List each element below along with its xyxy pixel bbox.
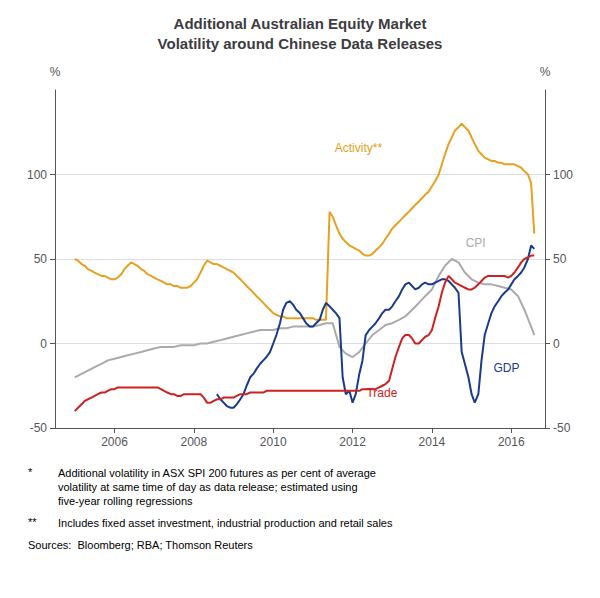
svg-text:2012: 2012 xyxy=(339,435,366,449)
svg-text:*: * xyxy=(28,466,33,478)
svg-text:%: % xyxy=(50,65,61,79)
svg-text:2010: 2010 xyxy=(260,435,287,449)
svg-text:2016: 2016 xyxy=(498,435,525,449)
svg-text:-50: -50 xyxy=(553,421,571,435)
svg-text:-50: -50 xyxy=(30,421,48,435)
svg-text:CPI: CPI xyxy=(466,236,486,250)
svg-text:Trade: Trade xyxy=(366,386,397,400)
svg-text:five-year rolling regressions: five-year rolling regressions xyxy=(58,495,193,507)
svg-text:Additional Australian Equity M: Additional Australian Equity Market xyxy=(174,15,427,32)
svg-text:0: 0 xyxy=(553,337,560,351)
svg-text:100: 100 xyxy=(553,168,573,182)
svg-text:2014: 2014 xyxy=(419,435,446,449)
svg-text:**: ** xyxy=(28,516,37,528)
svg-text:Additional volatility in ASX S: Additional volatility in ASX SPI 200 fut… xyxy=(58,467,376,479)
svg-text:100: 100 xyxy=(27,168,47,182)
svg-text:volatility at same time of day: volatility at same time of day as data r… xyxy=(58,481,358,493)
svg-text:%: % xyxy=(540,65,551,79)
svg-text:50: 50 xyxy=(553,252,567,266)
svg-text:2006: 2006 xyxy=(101,435,128,449)
svg-text:GDP: GDP xyxy=(493,361,519,375)
svg-text:Volatility around Chinese Data: Volatility around Chinese Data Releases xyxy=(158,35,443,52)
svg-text:Activity**: Activity** xyxy=(335,141,383,155)
svg-text:0: 0 xyxy=(40,337,47,351)
svg-text:2008: 2008 xyxy=(181,435,208,449)
svg-text:Sources: Bloomberg; RBA; Thom: Sources: Bloomberg; RBA; Thomson Reuters xyxy=(28,539,253,551)
svg-text:Includes fixed asset investmen: Includes fixed asset investment, industr… xyxy=(58,517,393,529)
svg-text:50: 50 xyxy=(34,252,48,266)
